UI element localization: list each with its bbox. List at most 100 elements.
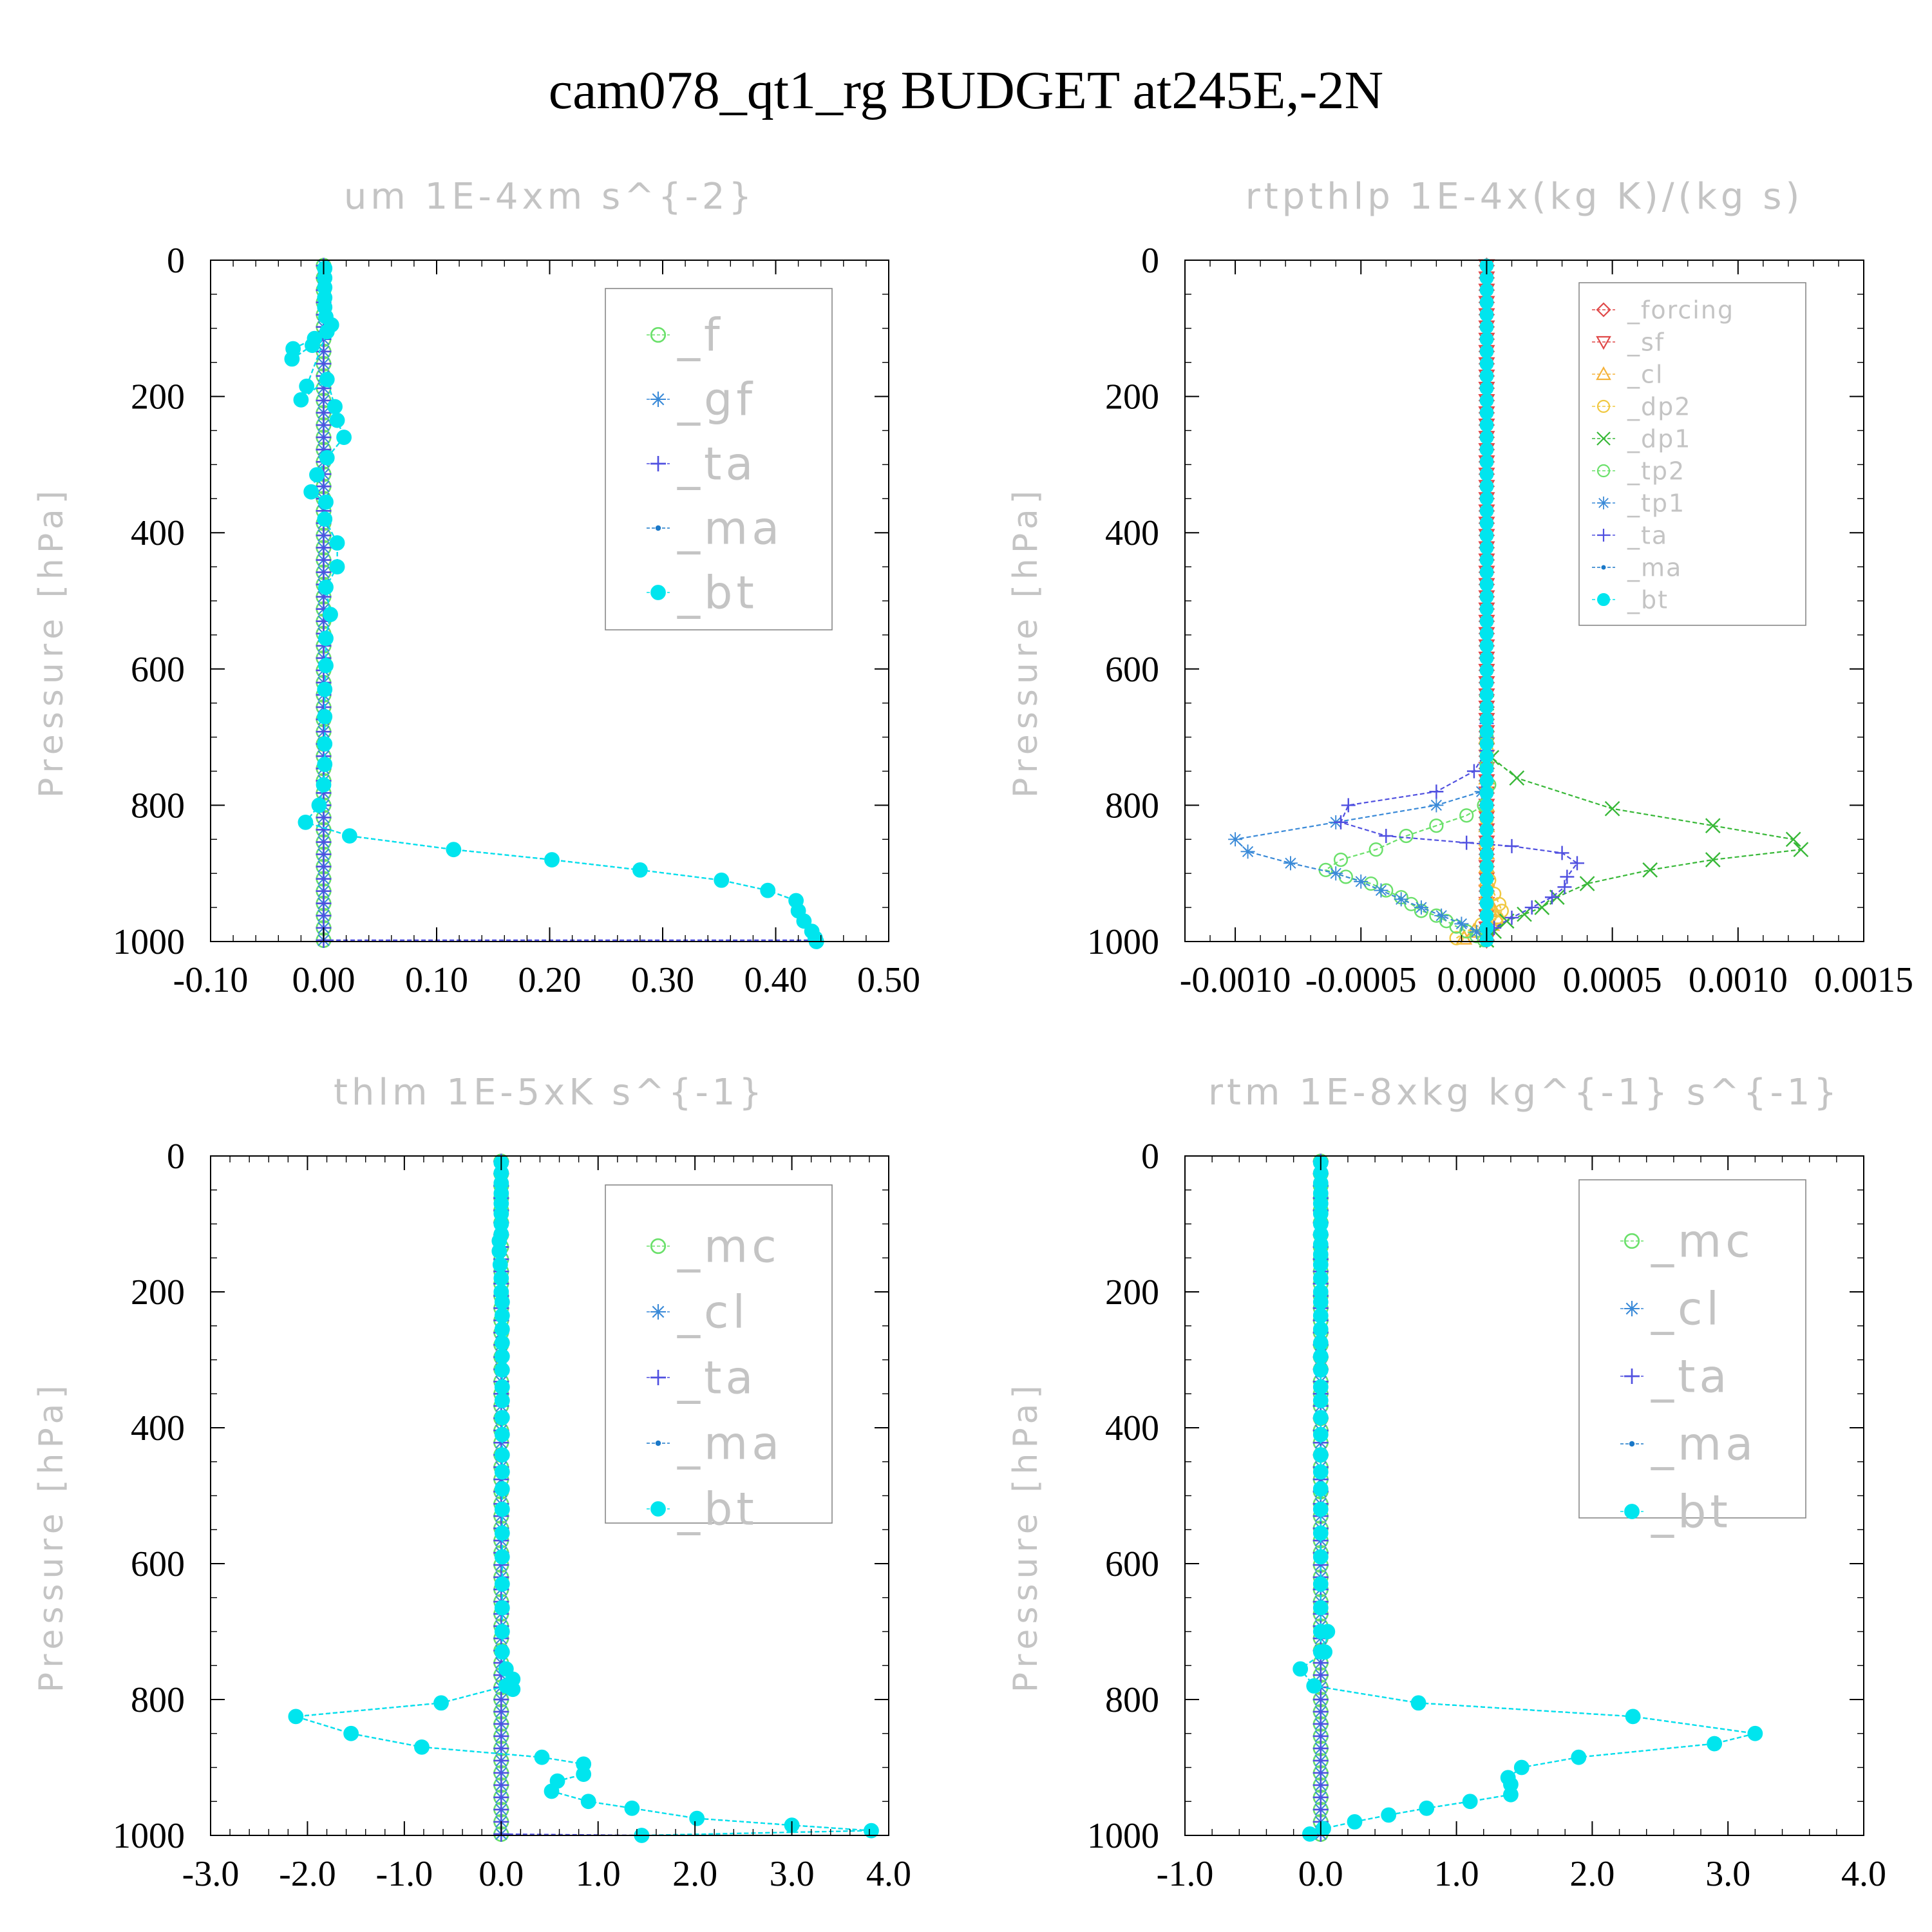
data-point	[760, 882, 776, 898]
legend-marker	[650, 327, 667, 343]
legend-label: _ta	[677, 438, 757, 491]
data-point	[494, 1549, 510, 1565]
legend-box	[1578, 1179, 1806, 1519]
data-point	[1479, 356, 1494, 371]
legend-item: _gf	[647, 374, 756, 426]
data-point	[544, 852, 560, 867]
x-tick-label: 0.0015	[1814, 960, 1913, 1000]
series-tp1	[1228, 730, 1494, 947]
y-tick-label: 0	[167, 241, 185, 281]
legend-item: _ma	[647, 502, 779, 555]
data-point	[1479, 344, 1494, 359]
legend-marker	[650, 1501, 666, 1517]
legend-label: _gf	[677, 374, 756, 426]
y-tick-label: 800	[131, 1680, 185, 1720]
data-point	[318, 579, 334, 595]
legend-marker	[1624, 1233, 1640, 1249]
y-tick-label: 200	[131, 377, 185, 417]
data-point	[329, 535, 345, 551]
data-point	[1312, 1576, 1329, 1592]
data-point	[714, 872, 730, 888]
data-point	[317, 708, 333, 724]
data-point	[284, 351, 300, 367]
legend-item: _ta	[647, 438, 757, 491]
data-point	[1312, 1308, 1329, 1323]
x-tick-label: 0.00	[292, 960, 355, 1000]
y-tick-label: 800	[1105, 786, 1159, 826]
legend-item: _f	[647, 309, 720, 362]
data-point	[1793, 842, 1809, 858]
legend-marker	[650, 585, 666, 600]
y-tick-label: 200	[1105, 1273, 1159, 1312]
series-line	[296, 1162, 871, 1837]
chart-panel-3: thlm 1E-5xK s^{-1} Pressure [hPa] -3.0 -2.0…	[32, 1072, 911, 1894]
legend-item: _bt	[1620, 1486, 1728, 1539]
data-point	[1454, 916, 1469, 931]
legend-item: _tp2	[1592, 457, 1684, 485]
x-tick-label: 4.0	[866, 1854, 911, 1894]
series-line	[1486, 703, 1803, 941]
x-tick-label: 0.0005	[1563, 960, 1662, 1000]
data-point	[1479, 528, 1494, 543]
data-point	[1479, 835, 1494, 849]
legend-item: _ma	[1620, 1418, 1753, 1471]
data-point	[298, 814, 314, 830]
x-tick-label: 0.30	[631, 960, 694, 1000]
legend-marker	[650, 1370, 666, 1385]
data-point	[1479, 700, 1494, 714]
data-point	[1479, 406, 1494, 420]
legend-marker	[650, 1238, 667, 1255]
legend-marker	[655, 525, 661, 531]
data-point	[534, 1749, 550, 1765]
data-point	[494, 1644, 510, 1660]
y-tick-label: 400	[1105, 513, 1159, 553]
data-point	[1312, 1464, 1329, 1480]
x-ticks: -3.0 -2.0 -1.0 0.0 1.0 2.0 3.0 4.0	[182, 1156, 911, 1894]
data-point	[494, 1362, 510, 1378]
data-point	[1316, 1821, 1331, 1837]
data-point	[305, 337, 320, 354]
data-point	[336, 430, 352, 445]
data-point	[1479, 332, 1494, 346]
x-tick-label: 1.0	[1434, 1854, 1479, 1894]
data-point	[1429, 819, 1444, 833]
data-point	[1479, 663, 1494, 677]
y-tick-label: 1000	[113, 1816, 185, 1856]
legend-marker	[655, 1440, 661, 1446]
data-point	[318, 630, 334, 647]
x-tick-label: 2.0	[672, 1854, 717, 1894]
data-point	[1312, 1256, 1329, 1273]
data-point	[1459, 808, 1474, 823]
data-point	[1479, 614, 1494, 629]
data-point	[494, 1501, 510, 1517]
data-point	[1312, 1426, 1329, 1443]
legend-label: _dp1	[1627, 424, 1691, 453]
data-point	[1312, 1600, 1329, 1616]
data-point	[1479, 553, 1494, 567]
data-point	[1571, 1749, 1587, 1765]
data-point	[1469, 925, 1484, 940]
legend-label: _cl	[1627, 360, 1663, 388]
data-point	[1479, 638, 1494, 653]
data-point	[494, 1600, 510, 1616]
x-ticks: -0.10 0.00 0.10 0.20 0.30 0.40 0.50	[173, 260, 920, 1000]
data-point	[327, 399, 343, 415]
data-point	[1504, 838, 1519, 853]
legend-marker	[650, 456, 666, 471]
x-tick-label: 0.40	[744, 960, 808, 1000]
data-point	[1479, 650, 1494, 665]
data-point	[1479, 516, 1494, 531]
legend-marker	[1596, 464, 1611, 478]
data-point	[433, 1695, 449, 1711]
legend-marker	[1597, 497, 1610, 509]
data-point	[318, 658, 334, 674]
data-point	[1312, 1335, 1329, 1351]
data-point	[1306, 1678, 1322, 1694]
data-point	[1312, 1362, 1329, 1378]
series-line	[1340, 723, 1578, 941]
data-point	[1569, 856, 1584, 871]
data-point	[303, 484, 319, 500]
data-point	[1419, 1800, 1435, 1816]
x-tick-label: -0.10	[173, 960, 249, 1000]
